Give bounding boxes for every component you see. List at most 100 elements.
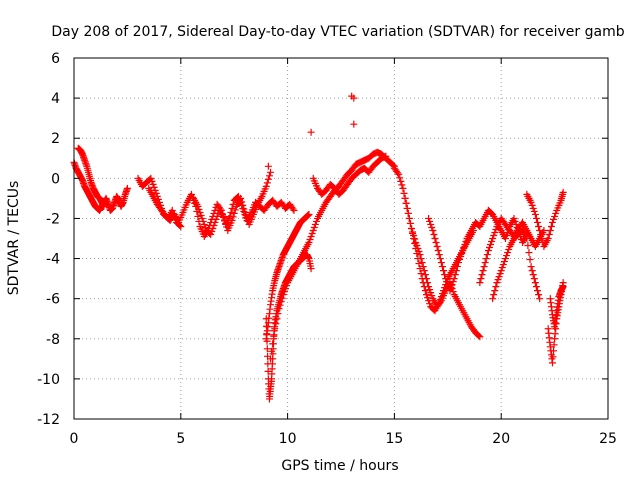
data-point <box>536 226 544 234</box>
data-point <box>491 228 499 236</box>
data-point <box>538 235 546 242</box>
y-tick-label: -4 <box>46 252 60 268</box>
y-tick-label: 6 <box>51 51 60 67</box>
data-point <box>194 212 202 220</box>
data-point <box>494 276 502 284</box>
series-arc-15 <box>523 188 567 251</box>
data-point <box>425 297 433 305</box>
data-point <box>229 213 237 221</box>
data-point <box>428 223 436 231</box>
series-arc-14 <box>489 226 544 303</box>
data-point <box>481 259 489 267</box>
data-point <box>240 205 248 213</box>
data-point <box>150 183 158 191</box>
data-point <box>487 241 495 249</box>
data-point <box>546 226 554 234</box>
data-point <box>498 264 506 272</box>
data-point <box>454 259 462 267</box>
data-point <box>489 235 497 242</box>
data-point <box>530 275 538 283</box>
y-tick-label: 0 <box>51 171 60 187</box>
data-point <box>267 355 275 363</box>
data-point <box>307 128 315 136</box>
data-point <box>417 270 425 278</box>
data-point <box>476 333 484 341</box>
data-point <box>534 287 542 295</box>
data-point <box>476 279 484 287</box>
y-axis-label: SDTVAR / TECUs <box>6 181 22 296</box>
data-point <box>524 242 532 250</box>
data-point <box>550 347 558 355</box>
data-point <box>433 243 441 251</box>
data-point <box>148 177 156 185</box>
data-point <box>448 281 456 289</box>
data-point <box>410 235 418 242</box>
y-tick-label: 2 <box>51 131 60 147</box>
data-point <box>273 315 281 323</box>
data-point <box>149 180 157 188</box>
data-point <box>264 162 272 170</box>
data-point <box>456 256 464 264</box>
data-point <box>271 325 279 333</box>
series-arc-8 <box>267 148 398 363</box>
data-point <box>549 353 557 361</box>
data-point <box>496 270 504 278</box>
data-point <box>425 214 433 222</box>
data-point <box>399 184 407 192</box>
data-point <box>485 244 493 252</box>
data-point <box>532 214 540 222</box>
data-point <box>440 267 448 275</box>
data-point <box>536 295 544 303</box>
series-arc-5 <box>190 168 275 238</box>
data-point <box>545 230 553 238</box>
data-point <box>446 287 454 295</box>
data-point <box>411 240 419 248</box>
y-tick-label: 4 <box>51 91 60 107</box>
data-point <box>242 211 250 219</box>
data-point <box>195 205 203 213</box>
data-point <box>492 225 500 233</box>
data-point <box>194 202 202 210</box>
data-point <box>389 161 397 169</box>
data-point <box>420 283 428 291</box>
data-point <box>497 267 505 275</box>
data-point <box>483 251 491 259</box>
data-point <box>535 291 543 299</box>
data-point <box>459 247 467 255</box>
y-tick-label: -10 <box>37 372 60 388</box>
data-point <box>535 222 543 230</box>
data-point <box>530 207 538 215</box>
y-tick-label: -8 <box>46 332 60 348</box>
data-point <box>262 182 270 190</box>
data-point <box>207 230 215 238</box>
data-point <box>559 188 567 196</box>
data-point <box>276 301 284 309</box>
data-point <box>550 215 558 223</box>
series-outliers <box>264 92 358 170</box>
data-point <box>527 198 535 206</box>
data-point <box>449 278 457 286</box>
data-point <box>309 226 317 234</box>
series-arc-7 <box>262 210 313 343</box>
data-point <box>503 252 511 260</box>
data-point <box>402 199 410 207</box>
data-point <box>281 285 289 293</box>
x-tick-label: 20 <box>492 431 510 447</box>
data-point <box>432 239 440 247</box>
data-point <box>447 284 455 292</box>
data-point <box>404 209 412 217</box>
data-point <box>405 214 413 222</box>
data-point <box>307 265 315 273</box>
data-point <box>147 174 155 182</box>
data-point <box>197 211 205 219</box>
data-point <box>479 267 487 275</box>
data-point <box>551 212 559 220</box>
data-point <box>490 291 498 299</box>
data-point <box>453 263 461 271</box>
data-point <box>213 212 221 220</box>
data-point <box>307 232 315 240</box>
series-arc-10 <box>390 164 484 341</box>
data-point <box>267 168 275 176</box>
data-point <box>482 255 490 263</box>
data-point <box>424 294 432 302</box>
